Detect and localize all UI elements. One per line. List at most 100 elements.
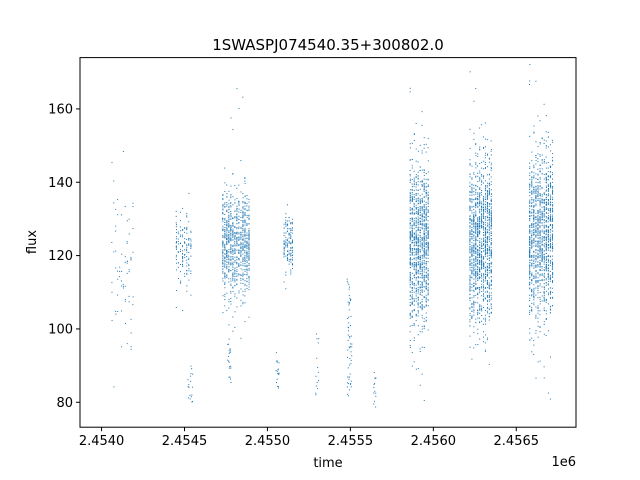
data-point: [547, 229, 549, 231]
data-point: [419, 214, 421, 216]
data-point: [409, 178, 411, 180]
data-point: [490, 299, 492, 301]
data-point: [292, 259, 294, 261]
data-point: [425, 207, 427, 209]
data-point: [543, 274, 545, 276]
data-point: [490, 220, 492, 222]
data-point: [483, 168, 485, 170]
data-point: [248, 253, 250, 255]
data-point: [290, 222, 292, 224]
data-point: [230, 229, 232, 231]
data-point: [484, 314, 486, 316]
data-point: [479, 317, 481, 319]
data-point: [423, 229, 425, 231]
data-point: [477, 175, 479, 177]
data-point: [473, 306, 475, 308]
data-point: [423, 346, 425, 348]
data-point: [488, 208, 490, 210]
data-point: [549, 277, 551, 279]
data-point: [232, 330, 234, 332]
data-point: [423, 290, 425, 292]
data-point: [132, 206, 134, 208]
data-point: [423, 246, 425, 248]
data-point: [238, 292, 240, 294]
data-point: [552, 280, 554, 282]
data-point: [409, 213, 411, 215]
data-point: [417, 289, 419, 291]
data-point: [177, 233, 179, 235]
data-point: [531, 239, 533, 241]
data-point: [477, 228, 479, 230]
data-point: [487, 312, 489, 314]
data-point: [473, 138, 475, 140]
data-point: [417, 240, 419, 242]
data-point: [533, 237, 535, 239]
data-point: [486, 307, 488, 309]
data-point: [488, 248, 490, 250]
data-point: [484, 201, 486, 203]
data-point: [539, 246, 541, 248]
data-point: [473, 205, 475, 207]
data-point: [547, 255, 549, 257]
data-point: [483, 281, 485, 283]
data-point: [409, 304, 411, 306]
data-point: [419, 265, 421, 267]
data-point: [541, 300, 543, 302]
data-point: [234, 216, 236, 218]
data-point: [411, 158, 413, 160]
data-point: [484, 252, 486, 254]
data-point: [277, 369, 279, 371]
data-point: [288, 242, 290, 244]
data-point: [425, 280, 427, 282]
data-point: [419, 289, 421, 291]
data-point: [425, 251, 427, 253]
data-point: [469, 222, 471, 224]
data-point: [486, 239, 488, 241]
data-point: [228, 221, 230, 223]
data-point: [234, 311, 236, 313]
data-point: [539, 120, 541, 122]
data-point: [423, 196, 425, 198]
data-point: [285, 274, 287, 276]
data-point: [475, 215, 477, 217]
data-point: [531, 306, 533, 308]
data-point: [409, 245, 411, 247]
data-point: [228, 209, 230, 211]
data-point: [549, 356, 551, 358]
data-point: [543, 202, 545, 204]
data-point: [486, 205, 488, 207]
data-point: [539, 218, 541, 220]
data-point: [531, 264, 533, 266]
data-point: [490, 285, 492, 287]
data-point: [479, 287, 481, 289]
data-point: [535, 287, 537, 289]
data-point: [490, 217, 492, 219]
data-point: [488, 247, 490, 249]
data-point: [550, 241, 552, 243]
data-point: [486, 282, 488, 284]
data-point: [246, 232, 248, 234]
data-point: [484, 267, 486, 269]
data-point: [483, 210, 485, 212]
data-point: [417, 224, 419, 226]
data-point: [477, 223, 479, 225]
data-point: [547, 217, 549, 219]
data-point: [288, 240, 290, 242]
data-point: [290, 242, 292, 244]
data-point: [417, 257, 419, 259]
data-point: [479, 306, 481, 308]
data-point: [230, 244, 232, 246]
data-point: [411, 287, 413, 289]
data-point: [477, 224, 479, 226]
data-point: [545, 211, 547, 213]
data-point: [484, 254, 486, 256]
data-point: [469, 282, 471, 284]
data-point: [188, 239, 190, 241]
data-point: [232, 204, 234, 206]
data-point: [529, 183, 531, 185]
data-point: [232, 250, 234, 252]
data-point: [484, 310, 486, 312]
data-point: [477, 261, 479, 263]
data-point: [409, 305, 411, 307]
data-point: [543, 297, 545, 299]
